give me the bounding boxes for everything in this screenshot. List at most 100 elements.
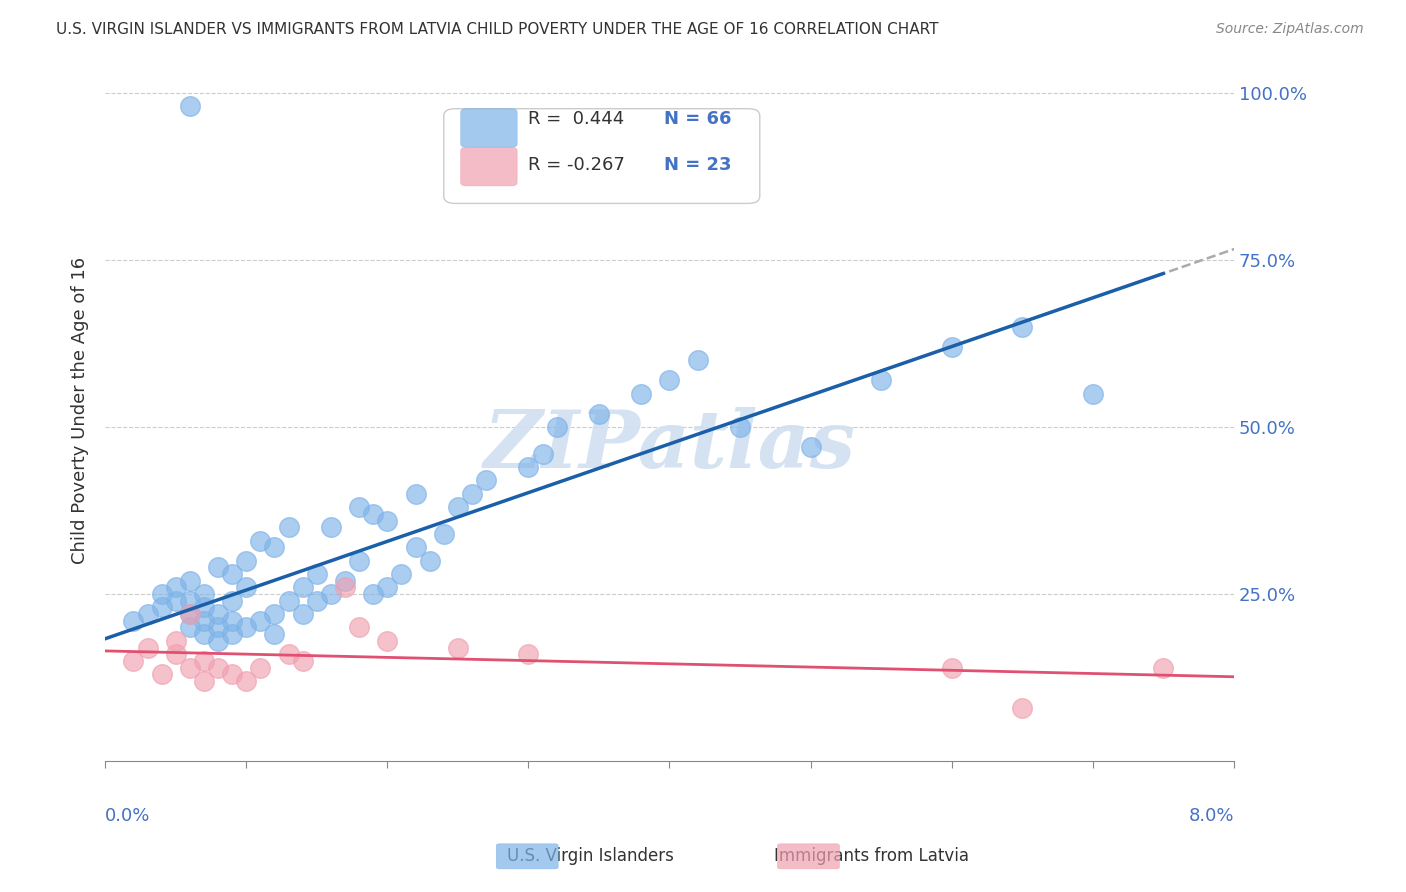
- Point: [221, 614, 243, 628]
- Point: [531, 447, 554, 461]
- Y-axis label: Child Poverty Under the Age of 16: Child Poverty Under the Age of 16: [72, 257, 89, 564]
- Point: [179, 620, 201, 634]
- Point: [249, 660, 271, 674]
- Point: [207, 620, 229, 634]
- Point: [235, 581, 257, 595]
- Point: [461, 487, 484, 501]
- Point: [686, 353, 709, 368]
- Point: [433, 527, 456, 541]
- Point: [800, 440, 823, 454]
- Point: [165, 647, 187, 661]
- Point: [588, 407, 610, 421]
- Text: 8.0%: 8.0%: [1188, 806, 1234, 825]
- Point: [361, 587, 384, 601]
- Text: Immigrants from Latvia: Immigrants from Latvia: [775, 847, 969, 865]
- Text: U.S. Virgin Islanders: U.S. Virgin Islanders: [508, 847, 673, 865]
- Point: [193, 673, 215, 688]
- Point: [1011, 700, 1033, 714]
- Point: [377, 581, 399, 595]
- Point: [305, 593, 328, 607]
- Point: [405, 487, 427, 501]
- Point: [377, 514, 399, 528]
- Point: [165, 633, 187, 648]
- Point: [361, 507, 384, 521]
- Point: [941, 660, 963, 674]
- Point: [207, 660, 229, 674]
- Point: [347, 554, 370, 568]
- Point: [305, 567, 328, 582]
- Point: [150, 600, 173, 615]
- Point: [291, 607, 314, 621]
- Point: [333, 581, 356, 595]
- Point: [235, 673, 257, 688]
- Point: [193, 600, 215, 615]
- Point: [136, 607, 159, 621]
- Point: [405, 541, 427, 555]
- Point: [179, 99, 201, 113]
- Point: [179, 593, 201, 607]
- Point: [179, 574, 201, 588]
- Point: [249, 533, 271, 548]
- Point: [122, 654, 145, 668]
- Point: [193, 614, 215, 628]
- Point: [475, 474, 498, 488]
- Point: [221, 667, 243, 681]
- Text: U.S. VIRGIN ISLANDER VS IMMIGRANTS FROM LATVIA CHILD POVERTY UNDER THE AGE OF 16: U.S. VIRGIN ISLANDER VS IMMIGRANTS FROM …: [56, 22, 939, 37]
- Text: Source: ZipAtlas.com: Source: ZipAtlas.com: [1216, 22, 1364, 37]
- Point: [165, 593, 187, 607]
- Point: [870, 373, 893, 387]
- Point: [291, 654, 314, 668]
- FancyBboxPatch shape: [444, 109, 759, 203]
- Point: [263, 607, 285, 621]
- Point: [1152, 660, 1174, 674]
- Point: [207, 607, 229, 621]
- Point: [249, 614, 271, 628]
- Point: [221, 593, 243, 607]
- FancyBboxPatch shape: [461, 109, 517, 147]
- Point: [377, 633, 399, 648]
- Point: [263, 541, 285, 555]
- Point: [319, 587, 342, 601]
- Point: [941, 340, 963, 354]
- Text: 0.0%: 0.0%: [105, 806, 150, 825]
- Point: [291, 581, 314, 595]
- Point: [136, 640, 159, 655]
- Point: [333, 574, 356, 588]
- Point: [179, 607, 201, 621]
- Point: [517, 647, 540, 661]
- Point: [277, 593, 299, 607]
- Point: [447, 500, 470, 515]
- Point: [728, 420, 751, 434]
- Text: R = -0.267: R = -0.267: [529, 156, 626, 174]
- Point: [207, 560, 229, 574]
- Point: [179, 607, 201, 621]
- FancyBboxPatch shape: [461, 147, 517, 186]
- Text: R =  0.444: R = 0.444: [529, 111, 624, 128]
- Point: [447, 640, 470, 655]
- Point: [221, 567, 243, 582]
- Point: [193, 627, 215, 641]
- Point: [193, 587, 215, 601]
- Point: [193, 654, 215, 668]
- Point: [277, 520, 299, 534]
- Point: [263, 627, 285, 641]
- Point: [179, 660, 201, 674]
- Point: [165, 581, 187, 595]
- Point: [630, 386, 652, 401]
- Point: [277, 647, 299, 661]
- Text: N = 23: N = 23: [664, 156, 731, 174]
- Point: [546, 420, 568, 434]
- Text: ZIPatlas: ZIPatlas: [484, 407, 856, 484]
- Point: [221, 627, 243, 641]
- Point: [1011, 319, 1033, 334]
- Point: [150, 587, 173, 601]
- Point: [347, 620, 370, 634]
- Point: [207, 633, 229, 648]
- Point: [419, 554, 441, 568]
- Point: [1081, 386, 1104, 401]
- Point: [517, 460, 540, 475]
- Point: [319, 520, 342, 534]
- Point: [391, 567, 413, 582]
- Point: [347, 500, 370, 515]
- Point: [235, 554, 257, 568]
